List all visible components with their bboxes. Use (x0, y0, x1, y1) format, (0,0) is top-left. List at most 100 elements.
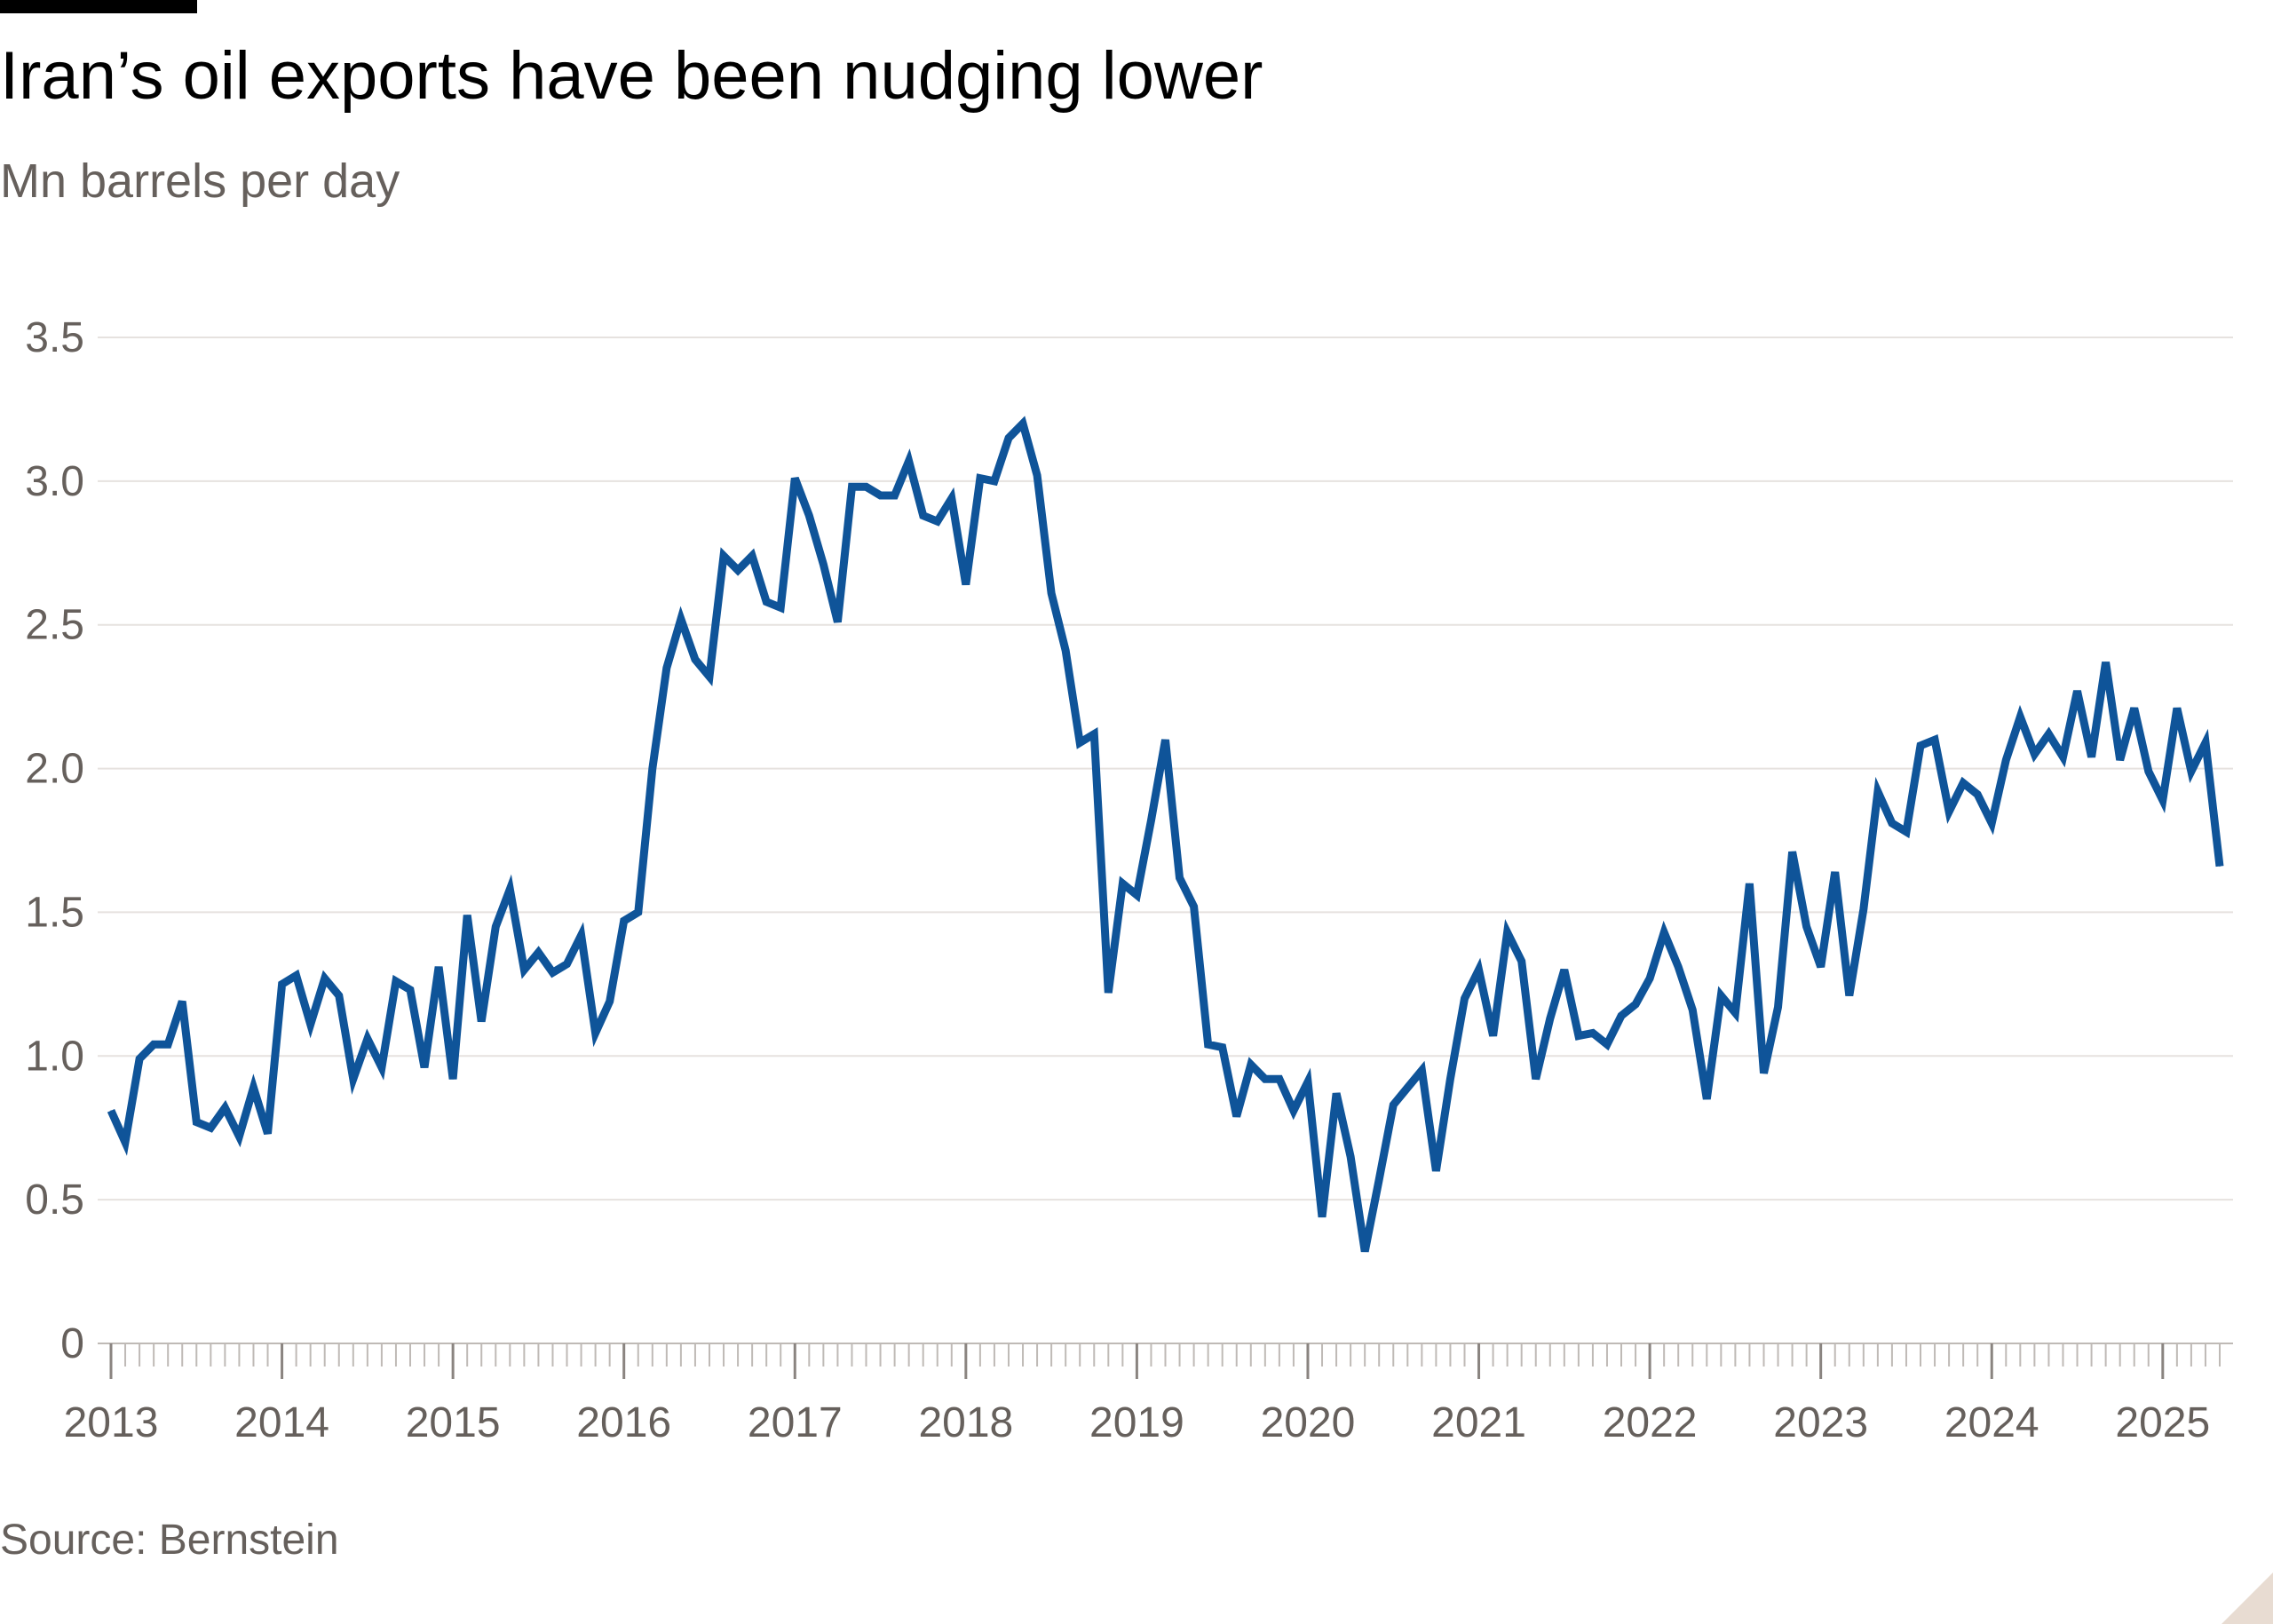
data-point (1620, 1015, 1622, 1017)
data-point (452, 1078, 454, 1080)
x-axis: 2013 2014 2015 2016 2017 2018 2019 2020 2021 2022… (64, 1343, 2233, 1446)
data-point (424, 1066, 425, 1068)
data-point (1435, 1170, 1437, 1172)
data-point (195, 1121, 197, 1123)
data-point (2219, 866, 2221, 867)
chart-title: Iran’s oil exports have been nudging low… (0, 38, 1263, 114)
data-point (2119, 759, 2121, 761)
data-point (1962, 782, 1964, 784)
data-point (2162, 799, 2164, 801)
data-point (1222, 1047, 1224, 1049)
x-tick-label: 2024 (1944, 1399, 2039, 1446)
data-point (822, 564, 824, 566)
data-point (1578, 1035, 1580, 1037)
x-tick-label: 2015 (406, 1399, 501, 1446)
y-tick-label: 2.5 (25, 602, 84, 649)
data-point (124, 1141, 126, 1143)
data-point (1079, 741, 1081, 743)
data-point (509, 889, 511, 890)
data-point (1507, 931, 1509, 933)
data-point (652, 768, 653, 770)
data-point (2105, 661, 2107, 663)
data-point (1748, 883, 1750, 884)
data-point (1293, 1110, 1295, 1112)
data-point (666, 667, 668, 669)
series-layer (107, 416, 2224, 1253)
data-point (894, 495, 896, 496)
data-point (951, 497, 953, 499)
data-point (1036, 474, 1038, 476)
x-tick-label: 2017 (748, 1399, 843, 1446)
data-point (737, 569, 739, 571)
data-point (139, 1058, 140, 1059)
data-point (409, 989, 411, 991)
data-point (780, 606, 781, 608)
data-point (1050, 592, 1052, 594)
data-point (480, 1020, 482, 1022)
y-tick-label: 3.0 (25, 458, 84, 505)
data-point (167, 1043, 169, 1045)
data-point (880, 495, 882, 496)
data-point (965, 583, 967, 585)
data-point (1065, 650, 1066, 652)
data-point (1592, 1032, 1594, 1034)
data-point (1635, 1003, 1636, 1005)
data-point (2077, 690, 2078, 692)
data-point (1236, 1115, 1238, 1117)
data-point (765, 601, 767, 603)
data-point (1863, 908, 1865, 910)
data-point (2190, 771, 2192, 772)
data-point (296, 975, 297, 977)
data-point (1264, 1078, 1266, 1080)
data-point (238, 1136, 240, 1137)
x-tick-label: 2021 (1431, 1399, 1526, 1446)
data-point (979, 478, 981, 479)
data-point (2176, 708, 2178, 709)
x-tick-label: 2022 (1603, 1399, 1698, 1446)
data-point (694, 659, 696, 661)
data-point (1179, 877, 1180, 879)
data-point (937, 520, 939, 522)
data-point (1406, 1087, 1408, 1089)
brand-bar (0, 0, 197, 13)
data-point (1464, 998, 1465, 999)
source-note: Source: Bernstein (0, 1517, 339, 1564)
data-point (1008, 437, 1010, 439)
y-tick-label: 1.5 (25, 889, 84, 936)
data-point (181, 1001, 183, 1002)
data-point (253, 1087, 254, 1089)
data-point (1549, 1018, 1551, 1019)
data-point (1364, 1250, 1366, 1252)
y-tick-label: 0 (60, 1320, 84, 1367)
data-point (1720, 994, 1722, 996)
series-line (107, 416, 2224, 1253)
data-point (609, 1001, 611, 1002)
data-point (495, 926, 496, 928)
data-point (723, 555, 725, 557)
data-point (1806, 926, 1808, 928)
data-point (367, 1038, 368, 1040)
y-axis-ticks: 0 0.5 1.0 1.5 2.0 2.5 3.0 3.5 (25, 314, 84, 1367)
data-point (1521, 961, 1523, 962)
data-point (281, 983, 283, 985)
data-point (1378, 1179, 1380, 1180)
data-point (794, 478, 796, 479)
data-point (1107, 992, 1109, 994)
corner-mark (2222, 1573, 2273, 1624)
data-point (552, 971, 553, 973)
data-point (381, 1066, 383, 1068)
y-tick-label: 3.5 (25, 314, 84, 361)
data-point (1976, 794, 1978, 796)
data-point (1307, 1081, 1309, 1082)
data-point (1121, 883, 1123, 884)
y-tick-label: 2.0 (25, 746, 84, 793)
line-chart: 00.51.01.52.02.53.03.5 2013 2014 2015 2016 2… (25, 314, 2233, 1446)
data-point (1449, 1078, 1451, 1080)
data-point (352, 1078, 354, 1080)
data-point (1136, 894, 1137, 896)
data-point (1535, 1078, 1537, 1080)
data-point (595, 1032, 597, 1034)
data-point (2148, 771, 2150, 772)
data-point (808, 515, 810, 517)
data-point (1321, 1216, 1323, 1218)
